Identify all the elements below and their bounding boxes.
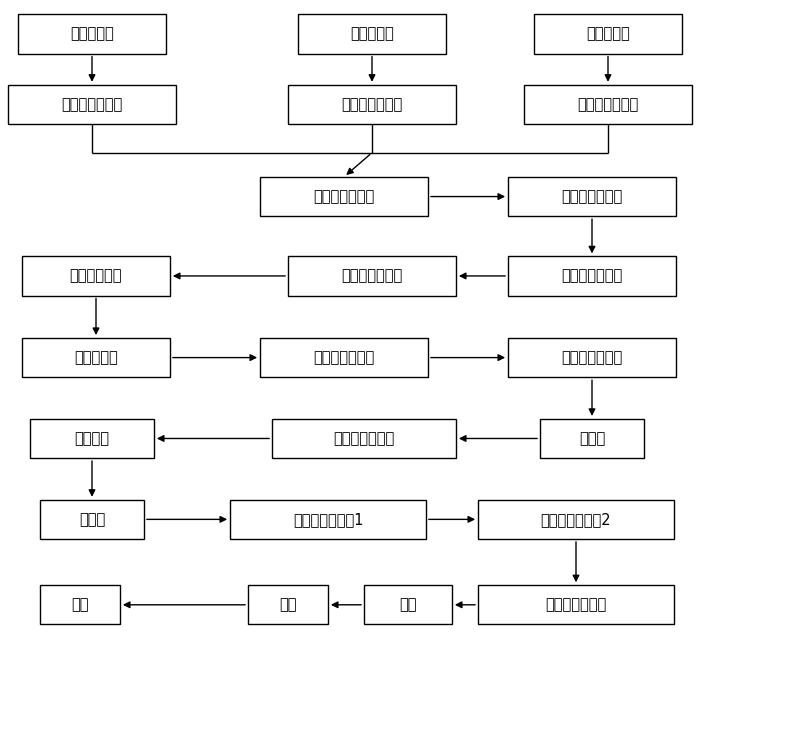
Bar	[30, 419, 154, 458]
Bar	[8, 85, 176, 124]
Bar	[478, 500, 674, 539]
Text: 上油器: 上油器	[79, 512, 105, 527]
Bar	[18, 14, 166, 54]
Bar	[260, 177, 428, 216]
Text: 第二计量输送泵: 第二计量输送泵	[342, 97, 402, 112]
Bar	[364, 585, 452, 624]
Text: 第三提纯罐: 第三提纯罐	[586, 26, 630, 42]
Bar	[22, 256, 170, 296]
Text: 组件滤网喷丝板: 组件滤网喷丝板	[334, 431, 394, 446]
Text: 第六计量输送泵: 第六计量输送泵	[314, 350, 374, 365]
Bar	[40, 585, 120, 624]
Bar	[508, 338, 676, 377]
Text: 纺丝箱: 纺丝箱	[579, 431, 605, 446]
Bar	[230, 500, 426, 539]
Text: 第一提纯罐: 第一提纯罐	[70, 26, 114, 42]
Text: 静态反应釜反应: 静态反应釜反应	[562, 268, 622, 284]
Bar	[298, 14, 446, 54]
Bar	[22, 338, 170, 377]
Text: 卷绕机卷绕成型: 卷绕机卷绕成型	[546, 597, 606, 612]
Bar	[534, 14, 682, 54]
Bar	[508, 256, 676, 296]
Text: 装箱: 装箱	[71, 597, 89, 612]
Text: 导丝辊导丝拉伸1: 导丝辊导丝拉伸1	[293, 512, 363, 527]
Text: 熟化: 熟化	[399, 597, 417, 612]
Bar	[540, 419, 644, 458]
Text: 第三计量输送泵: 第三计量输送泵	[578, 97, 638, 112]
Text: 熔体过滤器: 熔体过滤器	[74, 350, 118, 365]
Text: 双螺杆挤出机: 双螺杆挤出机	[70, 268, 122, 284]
Text: 第七计量输送泵: 第七计量输送泵	[562, 350, 622, 365]
Text: 第五计量输送泵: 第五计量输送泵	[342, 268, 402, 284]
Bar	[272, 419, 456, 458]
Text: 导丝辊导丝拉伸2: 导丝辊导丝拉伸2	[541, 512, 611, 527]
Text: 第二提纯罐: 第二提纯罐	[350, 26, 394, 42]
Bar	[288, 85, 456, 124]
Text: 第四计量输送泵: 第四计量输送泵	[562, 189, 622, 204]
Bar	[40, 500, 144, 539]
Text: 风道冷却: 风道冷却	[74, 431, 110, 446]
Bar	[288, 256, 456, 296]
Bar	[260, 338, 428, 377]
Bar	[524, 85, 692, 124]
Bar	[508, 177, 676, 216]
Text: 反应釜加温混合: 反应釜加温混合	[314, 189, 374, 204]
Bar	[248, 585, 328, 624]
Bar	[478, 585, 674, 624]
Text: 第一计量输送泵: 第一计量输送泵	[62, 97, 122, 112]
Text: 检测: 检测	[279, 597, 297, 612]
